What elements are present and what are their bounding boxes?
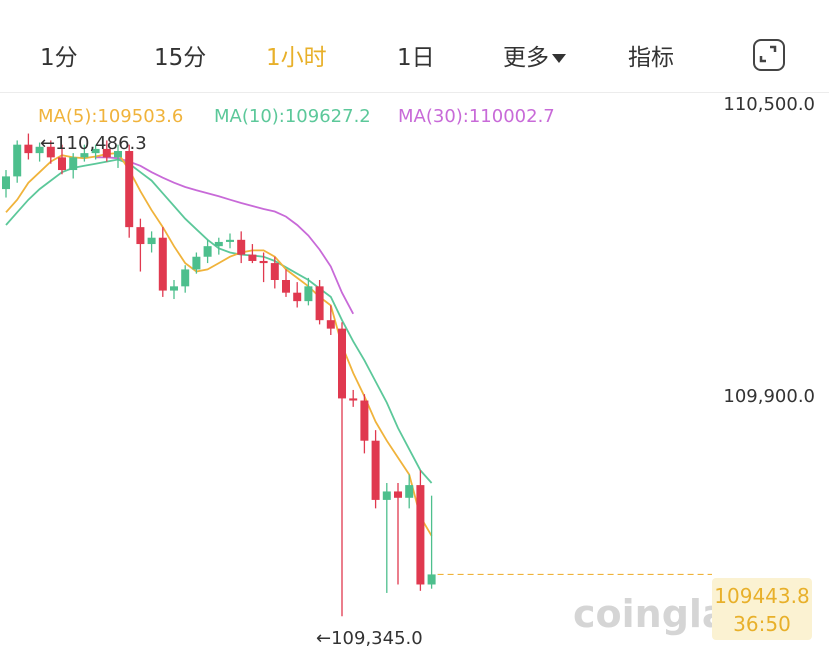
tab-more[interactable]: 更多 <box>503 38 566 72</box>
candle-body <box>192 256 201 270</box>
ma30-legend: MA(30):110002.7 <box>398 106 555 127</box>
watermark-logo: coinglass <box>573 592 713 636</box>
y-tick-label: 110,500.0 <box>723 94 815 115</box>
candle-body <box>35 146 44 154</box>
candle-body <box>13 144 22 177</box>
tab-1day[interactable]: 1日 <box>397 45 435 71</box>
candle-body <box>147 237 156 245</box>
candle-body <box>237 239 246 255</box>
candle-body <box>405 485 414 498</box>
candle-body <box>304 286 313 302</box>
tab-more-label: 更多 <box>503 45 549 71</box>
candle-body <box>91 148 100 154</box>
candle-countdown: 36:50 <box>733 612 791 636</box>
high-marker: ←110,486.3 <box>40 133 147 154</box>
candle-body <box>259 260 268 264</box>
ma5-legend: MA(5):109503.6 <box>38 106 184 127</box>
candle-body <box>181 269 190 287</box>
candle-body <box>170 286 178 291</box>
ma5-line <box>5 152 433 537</box>
candle-body <box>270 263 279 280</box>
candle-body <box>158 237 167 291</box>
low-marker-value: 109,345.0 <box>331 628 423 649</box>
candle-body <box>102 148 111 158</box>
candle-body <box>338 328 346 399</box>
candle-body <box>226 239 234 242</box>
candle-body <box>282 280 290 293</box>
current-price-tag: 109443.8 36:50 <box>712 578 812 640</box>
tab-15min[interactable]: 15分 <box>154 45 207 71</box>
candle-body <box>349 398 358 401</box>
caret-down-icon <box>552 54 566 63</box>
ma30-line <box>95 156 354 315</box>
y-tick-label: 109,900.0 <box>723 386 815 407</box>
candle-body <box>371 440 380 500</box>
high-marker-value: 110,486.3 <box>55 133 147 154</box>
candle-body <box>293 292 302 302</box>
candle-body <box>326 320 335 329</box>
candle-body <box>394 491 402 498</box>
current-price: 109443.8 <box>714 584 810 608</box>
candle-body <box>69 157 78 171</box>
candle-body <box>46 146 55 158</box>
candlestick-chart[interactable] <box>0 92 829 664</box>
fullscreen-glyph <box>759 45 777 63</box>
tab-1min[interactable]: 1分 <box>40 45 78 71</box>
candle-body <box>24 144 33 154</box>
candle-body <box>315 286 324 321</box>
candle-body <box>203 246 212 257</box>
ma10-legend: MA(10):109627.2 <box>214 106 371 127</box>
candle-body <box>125 151 134 228</box>
candle-body <box>427 574 436 585</box>
candle-body <box>382 491 391 500</box>
candle-body <box>58 157 66 171</box>
candle-body <box>136 227 145 245</box>
low-marker: ←109,345.0 <box>316 628 423 649</box>
tab-1hour[interactable]: 1小时 <box>266 45 327 71</box>
candle-body <box>80 153 89 158</box>
candle-body <box>248 254 257 261</box>
tab-indicators[interactable]: 指标 <box>628 45 674 71</box>
timeframe-tab-bar: 1分 15分 1小时 1日 更多 指标 <box>0 0 829 93</box>
candle-body <box>416 485 425 585</box>
candle-body <box>360 400 369 441</box>
candle-body <box>114 151 122 158</box>
fullscreen-icon[interactable] <box>753 39 785 71</box>
candle-body <box>2 176 10 190</box>
candle-body <box>214 241 223 247</box>
